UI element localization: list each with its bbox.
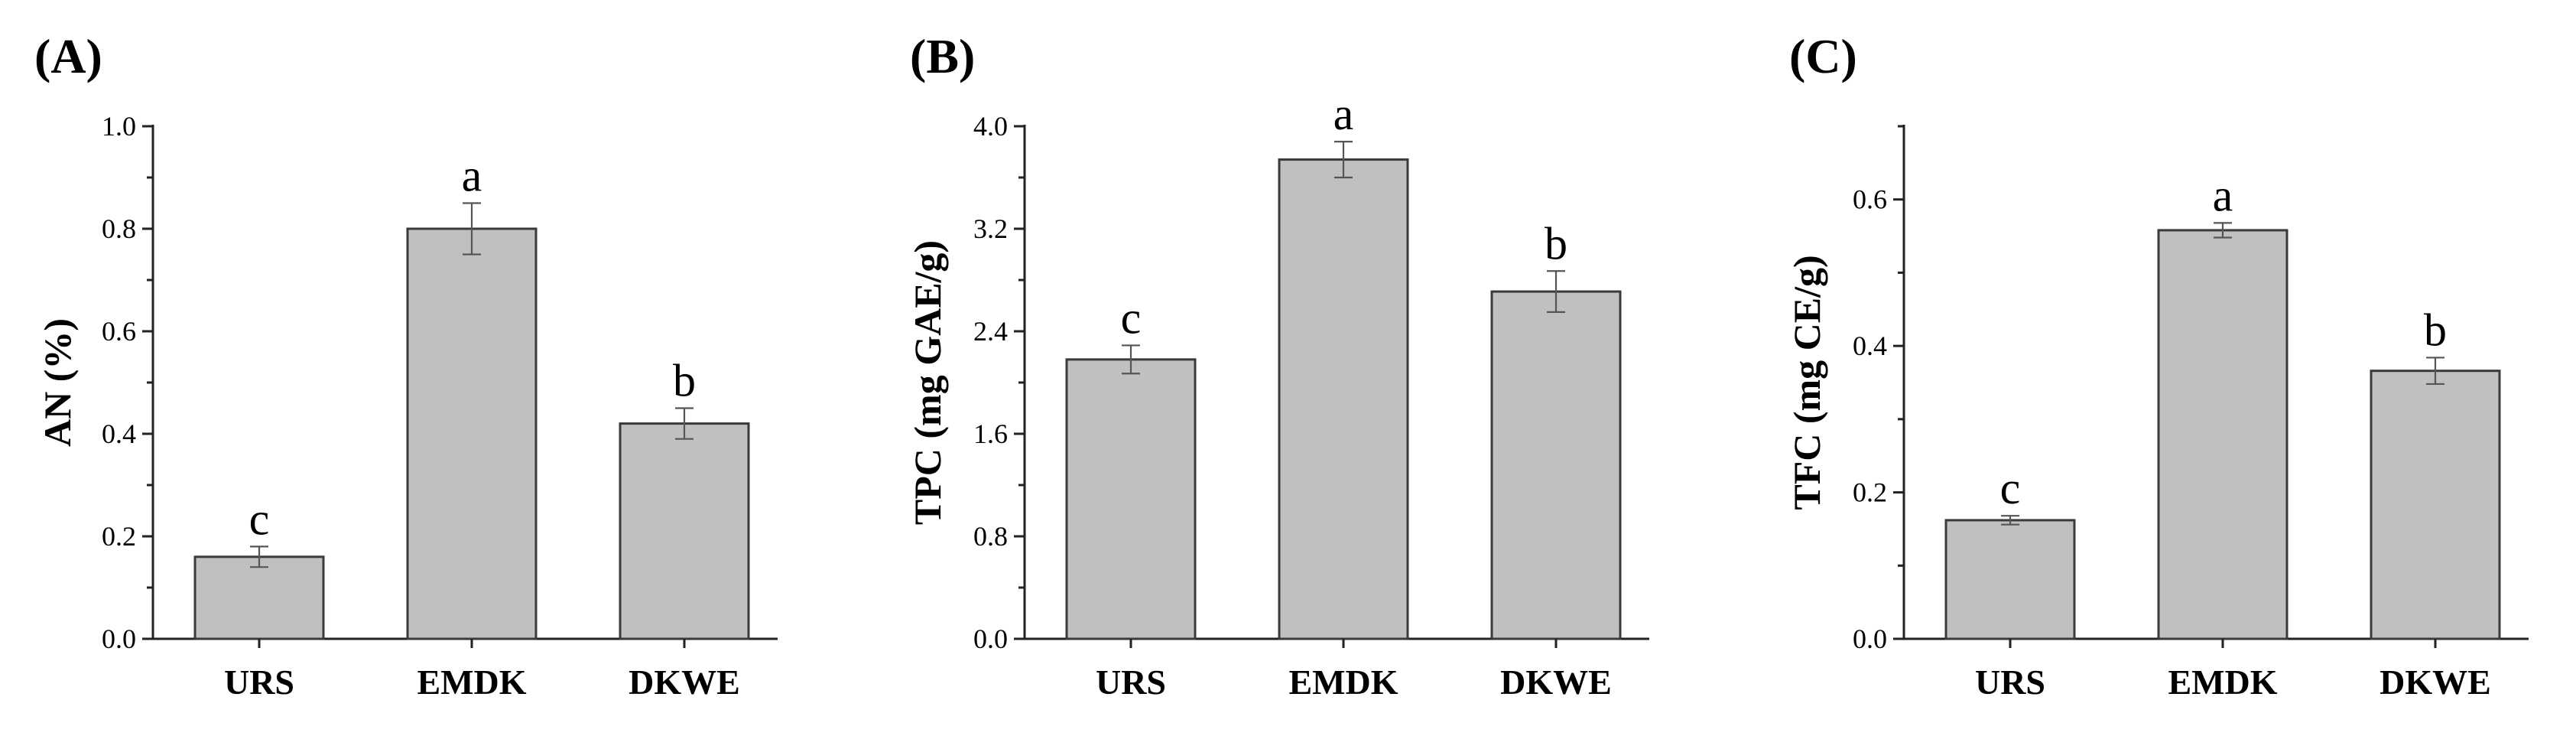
bar-dkwe bbox=[619, 422, 750, 640]
y-tick-label: 4.0 bbox=[973, 111, 1008, 142]
y-tick-label: 1.6 bbox=[973, 418, 1008, 449]
bar-dkwe bbox=[2370, 370, 2501, 640]
chart-panels: (A) 0.0 0.2 0.4 0.6 0.8 1.0 AN (%) c URS a EMDK b DKW… bbox=[34, 29, 2529, 702]
y-tick-label: 0.0 bbox=[973, 624, 1008, 654]
category-label: DKWE bbox=[2379, 663, 2491, 702]
bar-emdk bbox=[406, 227, 538, 640]
bar-emdk bbox=[2157, 229, 2289, 640]
significance-letter: c bbox=[2000, 463, 2021, 513]
bar-urs bbox=[193, 555, 325, 640]
y-tick-label: 0.2 bbox=[1853, 477, 1887, 508]
significance-letter: a bbox=[1333, 89, 1354, 139]
y-tick-label: 0.4 bbox=[1853, 331, 1887, 361]
y-tick-label: 0.6 bbox=[102, 316, 136, 347]
y-tick-label: 0.2 bbox=[102, 521, 136, 552]
bar-urs bbox=[1944, 519, 2076, 640]
y-axis-title: AN (%) bbox=[36, 318, 79, 447]
y-tick-label: 0.8 bbox=[102, 213, 136, 244]
category-label: EMDK bbox=[2168, 663, 2277, 702]
category-label: EMDK bbox=[417, 663, 526, 702]
chart-panel-2: (B) 0.0 0.8 1.6 2.4 3.2 4.0 TPC (mg GAE/g) c URS a… bbox=[906, 29, 1649, 702]
y-tick-label: 2.4 bbox=[973, 316, 1008, 347]
bar-urs bbox=[1065, 358, 1197, 640]
significance-letter: c bbox=[1121, 292, 1142, 343]
y-tick-label: 3.2 bbox=[973, 213, 1008, 244]
y-tick-label: 0.4 bbox=[102, 418, 136, 449]
category-label: DKWE bbox=[1500, 663, 1612, 702]
y-tick-label: 0.6 bbox=[1853, 184, 1887, 215]
y-tick-label: 0.8 bbox=[973, 521, 1008, 552]
chart-panel-3: (C) 0.0 0.2 0.4 0.6 TFC (mg CE/g) c URS a EMDK b DK… bbox=[1785, 29, 2529, 702]
category-label: URS bbox=[1975, 663, 2045, 702]
category-label: DKWE bbox=[629, 663, 740, 702]
significance-letter: b bbox=[673, 356, 696, 406]
category-label: EMDK bbox=[1288, 663, 1398, 702]
y-tick-label: 0.0 bbox=[102, 624, 136, 654]
significance-letter: c bbox=[249, 493, 270, 544]
significance-letter: b bbox=[1545, 218, 1567, 269]
bar-dkwe bbox=[1490, 290, 1622, 640]
panel-label: (A) bbox=[34, 29, 102, 83]
panel-label: (B) bbox=[910, 29, 975, 83]
category-label: URS bbox=[224, 663, 294, 702]
significance-letter: a bbox=[462, 151, 482, 201]
chart-panel-1: (A) 0.0 0.2 0.4 0.6 0.8 1.0 AN (%) c URS a EMDK b DKW… bbox=[34, 29, 778, 702]
bar-emdk bbox=[1278, 158, 1409, 640]
y-tick-label: 1.0 bbox=[102, 111, 136, 142]
category-label: URS bbox=[1096, 663, 1166, 702]
y-axis-title: TFC (mg CE/g) bbox=[1785, 255, 1828, 510]
panel-label: (C) bbox=[1789, 29, 1857, 83]
significance-letter: a bbox=[2213, 170, 2233, 220]
significance-letter: b bbox=[2424, 304, 2447, 355]
y-axis-title: TPC (mg GAE/g) bbox=[906, 240, 949, 525]
y-tick-label: 0.0 bbox=[1853, 624, 1887, 654]
